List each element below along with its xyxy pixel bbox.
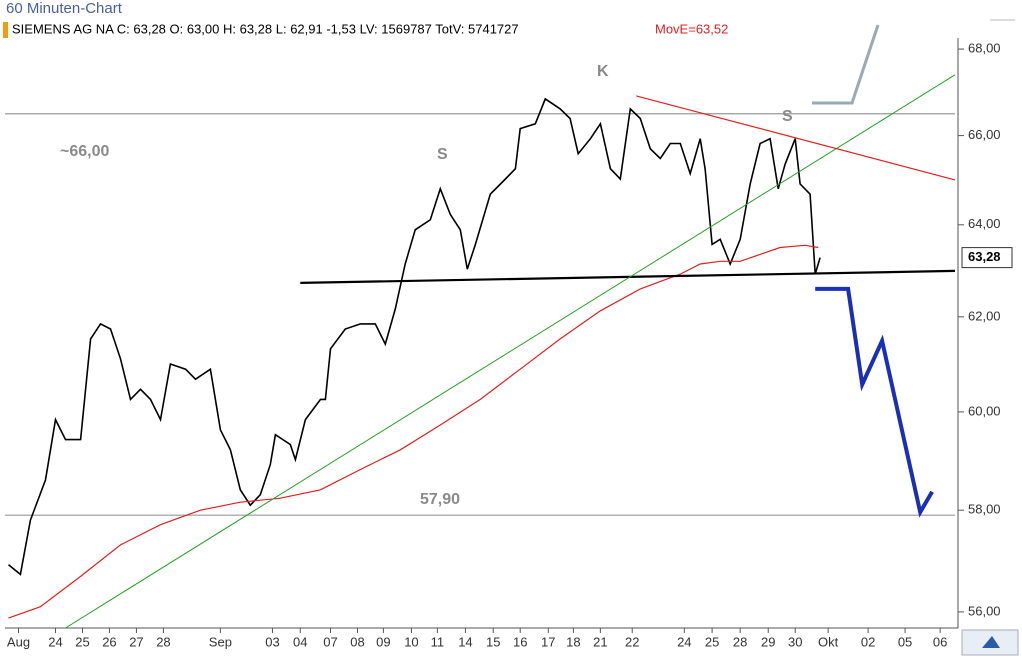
x-tick-label: 06 — [933, 634, 947, 649]
annotation: 57,90 — [420, 491, 460, 508]
annotation: K — [597, 63, 609, 80]
x-tick-label: 24 — [48, 634, 62, 649]
x-tick-label: 03 — [265, 634, 279, 649]
y-tick-label: 60,00 — [968, 403, 1001, 418]
x-tick-label: 07 — [323, 634, 337, 649]
y-tick-label: 64,00 — [968, 216, 1001, 231]
y-tick-label: 56,00 — [968, 603, 1001, 618]
x-tick-label: 25 — [705, 634, 719, 649]
x-tick-label: 05 — [898, 634, 912, 649]
moving-average — [8, 244, 819, 619]
header-indicator: MovE=63,52 — [655, 21, 728, 36]
x-tick-label: 25 — [75, 634, 89, 649]
x-tick-label: 16 — [513, 634, 527, 649]
header-marker — [3, 22, 8, 38]
x-tick-label: 04 — [293, 634, 307, 649]
x-tick-label: 26 — [102, 634, 116, 649]
x-tick-label: 28 — [733, 634, 747, 649]
x-tick-label: 17 — [541, 634, 555, 649]
x-tick-label: Okt — [818, 634, 839, 649]
x-tick-label: 21 — [593, 634, 607, 649]
chart-title: 60 Minuten-Chart — [6, 0, 123, 17]
header: SIEMENS AG NA C: 63,28 O: 63,00 H: 63,28… — [12, 21, 519, 36]
x-tick-label: 27 — [129, 634, 143, 649]
y-tick-label: 68,00 — [968, 41, 1001, 56]
y-tick-label: 58,00 — [968, 502, 1001, 517]
x-tick-label: 08 — [350, 634, 364, 649]
last-price-label: 63,28 — [968, 249, 1001, 264]
trendline — [65, 74, 956, 629]
x-tick-label: 11 — [431, 634, 445, 649]
annotation: S — [782, 108, 793, 125]
x-tick-label: 29 — [761, 634, 775, 649]
x-tick-label: 30 — [788, 634, 802, 649]
x-tick-label: 28 — [156, 634, 170, 649]
x-tick-label: 15 — [486, 634, 500, 649]
x-tick-label: 10 — [404, 634, 418, 649]
annotation: ~66,00 — [60, 143, 109, 160]
price-line — [7, 97, 821, 576]
trendline — [636, 95, 956, 181]
trendline — [815, 286, 934, 518]
annotation: S — [437, 146, 448, 163]
x-tick-label: 09 — [376, 634, 390, 649]
x-tick-label: 02 — [861, 634, 875, 649]
trendline — [300, 269, 956, 284]
arrow-up-sketch — [812, 24, 880, 105]
x-tick-label: Sep — [209, 634, 232, 649]
tool-icon — [982, 636, 1000, 648]
x-tick-label: 22 — [625, 634, 639, 649]
last-price-box — [961, 247, 1013, 269]
y-tick-label: 66,00 — [968, 127, 1001, 142]
x-tick-label: 18 — [566, 634, 580, 649]
y-tick-label: 62,00 — [968, 308, 1001, 323]
x-tick-label: Aug — [7, 634, 30, 649]
x-tick-label: 24 — [677, 634, 691, 649]
x-tick-label: 14 — [458, 634, 472, 649]
